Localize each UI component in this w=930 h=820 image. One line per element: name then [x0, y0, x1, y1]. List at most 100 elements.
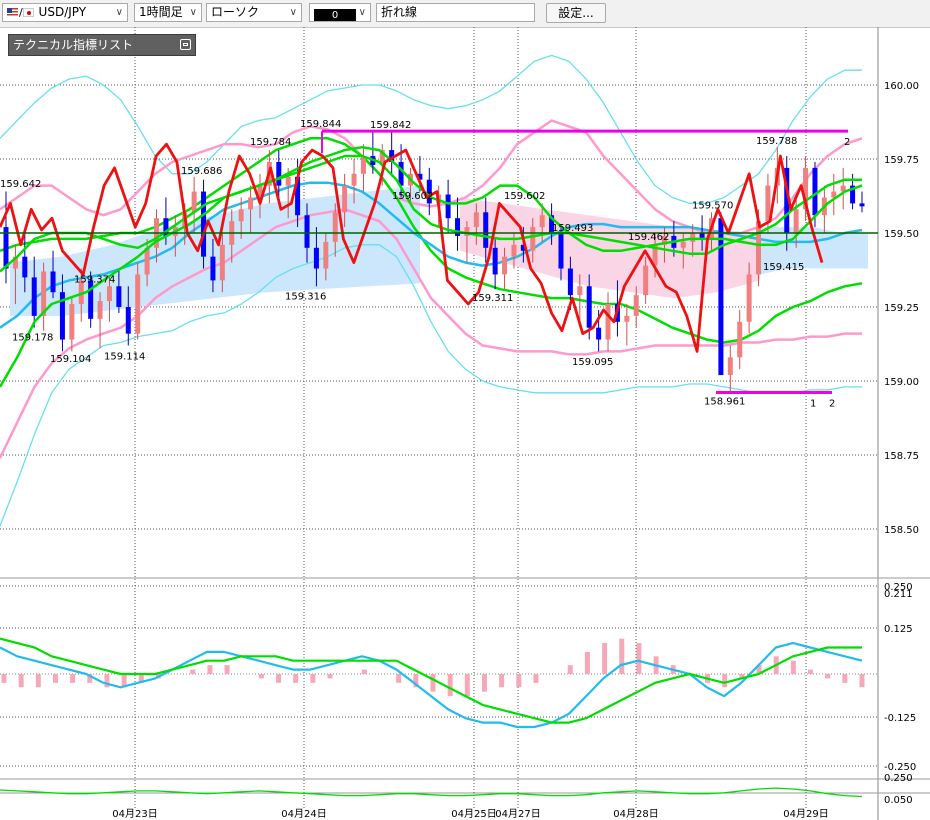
- candle-body: [285, 176, 291, 186]
- macd-histogram-bar: [825, 674, 831, 679]
- candle-body: [473, 212, 479, 228]
- candle-body: [3, 227, 9, 269]
- macd-histogram-bar: [756, 665, 762, 674]
- bollinger-lower-2: [0, 244, 862, 527]
- candle-body: [511, 244, 517, 257]
- y-tick-label: 159.50: [884, 229, 919, 240]
- candle-body: [210, 256, 216, 281]
- candle-body: [323, 241, 329, 269]
- jp-flag-icon: [22, 8, 34, 17]
- candle-body: [633, 295, 639, 316]
- candle-body: [605, 304, 611, 340]
- candle-body: [342, 185, 348, 213]
- macd-histogram-bar: [258, 674, 264, 679]
- chevron-down-icon: ∨: [189, 7, 197, 18]
- candle-body: [577, 286, 583, 296]
- chart-style-selector[interactable]: ローソク ∨: [206, 3, 302, 22]
- candle-body: [238, 209, 244, 222]
- symbol-selector[interactable]: / USD/JPY ∨: [2, 3, 128, 22]
- candle-body: [784, 167, 790, 233]
- resistance-line-label: 2: [844, 137, 850, 148]
- macd-histogram-bar: [70, 674, 76, 683]
- price-annotation: 159.686: [181, 166, 222, 177]
- candle-body: [163, 218, 169, 236]
- macd-histogram-bar: [121, 674, 127, 688]
- macd-signal-line: [0, 637, 862, 724]
- candle-body: [549, 215, 555, 233]
- candle-body: [88, 280, 94, 319]
- candle-body: [746, 274, 752, 322]
- candle-body: [69, 304, 75, 340]
- chevron-down-icon: ∨: [115, 7, 123, 18]
- window-restore-icon[interactable]: [180, 39, 191, 50]
- candle-body: [464, 227, 470, 236]
- candle-body: [812, 167, 818, 216]
- candle-body: [492, 247, 498, 275]
- macd-histogram-bar: [430, 674, 436, 692]
- price-annotation: 159.374: [74, 274, 115, 285]
- candle-body: [765, 185, 771, 222]
- price-annotation: 158.961: [704, 397, 745, 408]
- candle-body: [567, 268, 573, 296]
- candle-body: [22, 256, 28, 278]
- bollinger-lower-1: [0, 208, 862, 459]
- x-tick-label: 04月24日: [281, 808, 326, 820]
- candle-body: [718, 218, 724, 376]
- price-annotation: 159.788: [756, 136, 797, 147]
- candle-body: [803, 167, 809, 210]
- timeframe-label: 1時間足: [139, 5, 183, 19]
- candle-body: [624, 315, 630, 322]
- y-tick-label: 158.50: [884, 525, 919, 536]
- macd-histogram-bar: [447, 674, 453, 697]
- macd-histogram-bar: [293, 674, 299, 683]
- price-annotation: 159.095: [572, 357, 613, 368]
- color-selector[interactable]: 0 ∨: [309, 3, 371, 22]
- indicator-list-label: テクニカル指標リスト: [13, 38, 134, 52]
- lower-y-tick-label: 0.050: [884, 795, 913, 806]
- macd-histogram-bar: [808, 669, 814, 674]
- candle-body: [831, 191, 837, 198]
- price-annotation: 159.784: [250, 137, 291, 148]
- macd-histogram-bar: [190, 669, 196, 674]
- line-type-field[interactable]: 折れ線: [376, 3, 535, 22]
- timeframe-selector[interactable]: 1時間足 ∨: [134, 3, 202, 22]
- bollinger-upper-1: [0, 119, 863, 235]
- cloud-band-pink: [460, 197, 760, 299]
- macd-histogram-bar: [52, 674, 58, 683]
- candle-body: [201, 191, 207, 257]
- moving-average-blue: [0, 181, 863, 329]
- macd-histogram-bar: [722, 674, 728, 688]
- price-annotation: 159.642: [0, 179, 41, 190]
- macd-histogram-bar: [207, 665, 213, 674]
- price-annotation: 159.493: [552, 223, 593, 234]
- macd-histogram-bar: [327, 674, 333, 679]
- macd-histogram-bar: [602, 643, 608, 674]
- y-tick-label: 159.00: [884, 377, 919, 388]
- us-flag-icon: [7, 8, 18, 17]
- red-line-series: [0, 142, 824, 353]
- macd-histogram-bar: [104, 674, 110, 688]
- macd-y-tick-label: -0.250: [884, 762, 916, 773]
- macd-histogram-bar: [1, 674, 7, 683]
- settings-button[interactable]: 設定...: [546, 3, 606, 23]
- y-tick-label: 159.25: [884, 303, 919, 314]
- candle-body: [520, 244, 526, 251]
- candle-body: [652, 244, 658, 266]
- price-annotation: 159.104: [50, 354, 91, 365]
- macd-histogram-bar: [619, 638, 625, 674]
- candle-body: [586, 286, 592, 328]
- candle-body: [332, 212, 338, 242]
- candle-body: [116, 286, 122, 307]
- candle-body: [426, 179, 432, 204]
- macd-histogram-bar: [35, 674, 41, 688]
- x-tick-label: 04月27日: [495, 808, 540, 820]
- candle-body: [455, 218, 461, 236]
- candle-body: [859, 203, 865, 207]
- candle-body: [304, 215, 310, 248]
- candle-body: [125, 307, 131, 334]
- y-tick-label: 158.75: [884, 451, 919, 462]
- macd-y-tick-label: 0.125: [884, 624, 913, 635]
- candle-body: [502, 256, 508, 275]
- indicator-list-button[interactable]: テクニカル指標リスト: [8, 34, 196, 56]
